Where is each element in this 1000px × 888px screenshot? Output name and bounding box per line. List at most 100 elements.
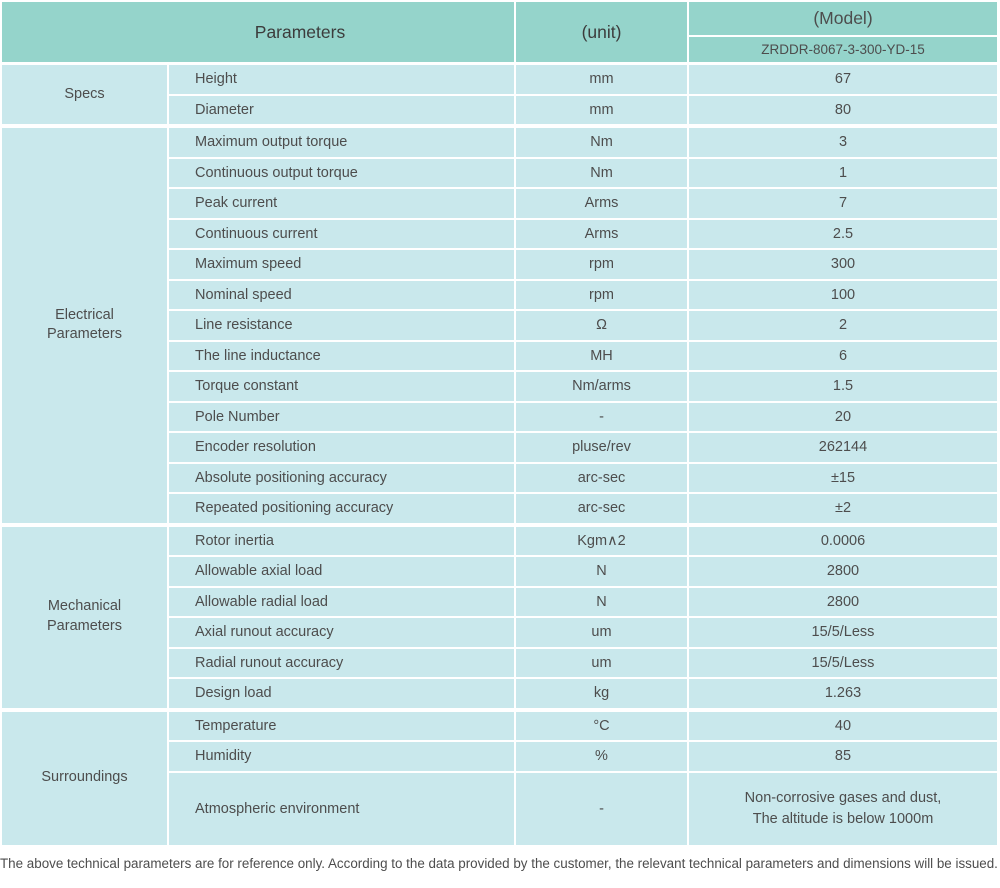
table-row: Continuous current Arms 2.5 <box>169 219 997 248</box>
value-cell: 67 <box>689 65 997 94</box>
value-cell: 2800 <box>689 587 997 616</box>
param-cell: Line resistance <box>169 311 514 340</box>
header-unit: (unit) <box>516 2 687 62</box>
param-cell: Design load <box>169 679 514 708</box>
value-cell: 1 <box>689 158 997 187</box>
unit-cell: Kgm∧2 <box>516 526 687 555</box>
table-row: Axial runout accuracy um 15/5/Less <box>169 618 997 647</box>
param-cell: Continuous current <box>169 219 514 248</box>
table-row: Nominal speed rpm 100 <box>169 280 997 309</box>
header-model-label: (Model) <box>689 2 997 35</box>
value-cell: 1.5 <box>689 372 997 401</box>
value-cell: 262144 <box>689 433 997 462</box>
table-header: Parameters (unit) (Model) ZRDDR-8067-3-3… <box>2 2 997 62</box>
section-group-label: Mechanical Parameters <box>2 526 167 708</box>
unit-cell: mm <box>516 65 687 94</box>
param-cell: The line inductance <box>169 341 514 370</box>
section-rows: Height mm 67 Diameter mm 80 <box>169 65 997 124</box>
table-row: Encoder resolution pluse/rev 262144 <box>169 433 997 462</box>
param-cell: Pole Number <box>169 402 514 431</box>
table-row: Temperature °C 40 <box>169 711 997 740</box>
section-rows: Rotor inertia Kgm∧2 0.0006 Allowable axial … <box>169 526 997 708</box>
value-cell: 15/5/Less <box>689 648 997 677</box>
unit-cell: arc-sec <box>516 494 687 523</box>
value-cell: 100 <box>689 280 997 309</box>
value-cell: 20 <box>689 402 997 431</box>
value-cell: ±15 <box>689 463 997 492</box>
header-parameters-label: Parameters <box>254 21 346 42</box>
header-unit-label: (unit) <box>581 21 622 42</box>
value-cell: 40 <box>689 711 997 740</box>
table-row: Torque constant Nm/arms 1.5 <box>169 372 997 401</box>
section-rows: Temperature °C 40 Humidity% 85 Atmospheric en… <box>169 711 997 845</box>
unit-cell: arc-sec <box>516 463 687 492</box>
unit-cell: °C <box>516 711 687 740</box>
value-cell: ±2 <box>689 494 997 523</box>
param-cell: Continuous output torque <box>169 158 514 187</box>
value-cell: 6 <box>689 341 997 370</box>
table-row: Maximum speed rpm 300 <box>169 250 997 279</box>
unit-cell: um <box>516 648 687 677</box>
param-cell: Rotor inertia <box>169 526 514 555</box>
unit-cell: pluse/rev <box>516 433 687 462</box>
value-cell: 3 <box>689 128 997 157</box>
table-row: Diameter mm 80 <box>169 95 997 124</box>
value-cell: 2 <box>689 311 997 340</box>
table-row: Atmospheric environment - Non-corrosive ga… <box>169 772 997 845</box>
header-parameters: Parameters <box>2 2 514 62</box>
param-cell: Diameter <box>169 95 514 124</box>
value-cell: 2800 <box>689 557 997 586</box>
unit-cell: Nm <box>516 158 687 187</box>
unit-cell: um <box>516 618 687 647</box>
table-row: Rotor inertia Kgm∧2 0.0006 <box>169 526 997 555</box>
section: Specs Height mm 67 Diameter mm 80 <box>2 65 997 124</box>
unit-cell: - <box>516 402 687 431</box>
param-cell: Height <box>169 65 514 94</box>
unit-cell: rpm <box>516 250 687 279</box>
param-cell: Axial runout accuracy <box>169 618 514 647</box>
table-row: Repeated positioning accuracy arc-sec ±2 <box>169 494 997 523</box>
unit-cell: - <box>516 772 687 845</box>
unit-cell: N <box>516 557 687 586</box>
param-cell: Absolute positioning accuracy <box>169 463 514 492</box>
unit-cell: Arms <box>516 189 687 218</box>
unit-cell: MH <box>516 341 687 370</box>
header-model: (Model) ZRDDR-8067-3-300-YD-15 <box>689 2 997 62</box>
table-row: Pole Number -20 <box>169 402 997 431</box>
param-cell: Encoder resolution <box>169 433 514 462</box>
unit-cell: rpm <box>516 280 687 309</box>
table-row: The line inductance MH 6 <box>169 341 997 370</box>
value-cell: 2.5 <box>689 219 997 248</box>
unit-cell: Ω <box>516 311 687 340</box>
section-group-label: Surroundings <box>2 711 167 845</box>
table-row: Continuous output torque Nm 1 <box>169 158 997 187</box>
unit-cell: mm <box>516 95 687 124</box>
value-cell: 85 <box>689 742 997 771</box>
table-body: Specs Height mm 67 Diameter mm 80 Electrical Pa… <box>2 65 997 845</box>
param-cell: Allowable radial load <box>169 587 514 616</box>
table-row: Allowable radial load N 2800 <box>169 587 997 616</box>
table-row: Design load kg 1.263 <box>169 679 997 708</box>
value-cell: 1.263 <box>689 679 997 708</box>
param-cell: Humidity <box>169 742 514 771</box>
value-cell: 80 <box>689 95 997 124</box>
param-cell: Maximum speed <box>169 250 514 279</box>
value-cell: 7 <box>689 189 997 218</box>
spec-table: Parameters (unit) (Model) ZRDDR-8067-3-3… <box>2 2 997 845</box>
unit-cell: Nm/arms <box>516 372 687 401</box>
table-row: Humidity% 85 <box>169 742 997 771</box>
section-group-label: Electrical Parameters <box>2 128 167 523</box>
param-cell: Repeated positioning accuracy <box>169 494 514 523</box>
table-row: Maximum output torque Nm 3 <box>169 128 997 157</box>
table-row: Absolute positioning accuracy arc-sec ±15 <box>169 463 997 492</box>
param-cell: Radial runout accuracy <box>169 648 514 677</box>
param-cell: Peak current <box>169 189 514 218</box>
table-row: Peak current Arms 7 <box>169 189 997 218</box>
value-cell: Non-corrosive gases and dust, The altitu… <box>689 772 997 845</box>
value-cell: 0.0006 <box>689 526 997 555</box>
section: Electrical Parameters Maximum output torq… <box>2 128 997 523</box>
unit-cell: N <box>516 587 687 616</box>
unit-cell: Nm <box>516 128 687 157</box>
header-model-value: ZRDDR-8067-3-300-YD-15 <box>689 37 997 62</box>
unit-cell: Arms <box>516 219 687 248</box>
